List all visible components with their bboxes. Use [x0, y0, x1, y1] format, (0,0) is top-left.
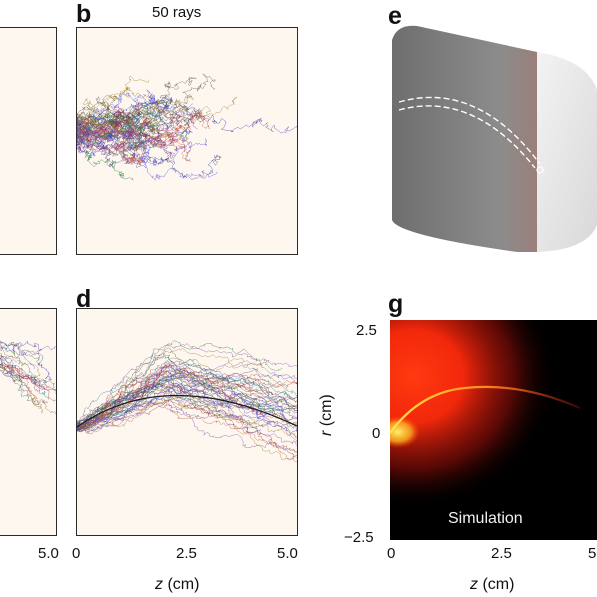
ray-trace	[77, 130, 173, 150]
ray-trace	[77, 113, 163, 149]
panel-g-y-tick-neg2.5: −2.5	[344, 529, 374, 546]
panel-d-x-unit: (cm)	[163, 576, 200, 593]
ray-trace	[77, 373, 297, 428]
ray-trace	[0, 340, 52, 381]
heatmap-image	[390, 320, 597, 540]
cylinder-end-face	[537, 52, 597, 252]
panel-b-ray-traces	[77, 73, 297, 181]
panel-g-y-tick-2.5: 2.5	[356, 322, 377, 339]
ray-trace	[77, 96, 238, 136]
ray-trace	[77, 364, 297, 430]
ray-trace	[77, 137, 147, 166]
panel-c-plot-edge	[0, 308, 57, 536]
ray-trace	[77, 384, 297, 433]
panel-g-x-var: z	[470, 576, 478, 593]
panel-g-x-axis-title: z (cm)	[470, 576, 514, 594]
beam-exit-point	[536, 166, 544, 174]
panel-e-label: e	[388, 2, 402, 30]
ray-trace	[77, 394, 297, 439]
panel-g-label: g	[388, 290, 404, 318]
panel-g-y-unit: (cm)	[318, 394, 335, 431]
ray-trace	[77, 366, 267, 428]
ray-trace	[77, 348, 263, 430]
ray-trace	[77, 397, 297, 453]
panel-a-plot-edge	[0, 27, 57, 255]
ray-trace	[77, 373, 271, 430]
panel-g-y-var: r	[318, 430, 335, 436]
ray-trace	[77, 360, 297, 430]
ray-trace	[0, 366, 44, 414]
ray-trace	[77, 388, 297, 431]
ray-trace	[0, 363, 56, 392]
ray-trace	[77, 140, 134, 181]
ray-trace	[77, 398, 297, 457]
ray-trace	[0, 357, 48, 405]
ray-trace	[77, 89, 193, 136]
ray-trace	[0, 353, 49, 400]
ray-trace	[77, 371, 297, 429]
ray-trace	[0, 363, 56, 402]
ray-trace	[77, 94, 142, 120]
ballistic-arc	[77, 394, 297, 428]
ray-trace	[77, 353, 297, 431]
panel-d-x-tick-5.0: 5.0	[277, 545, 298, 562]
ray-trace	[77, 402, 297, 442]
ray-trace	[0, 341, 56, 356]
ray-trace	[77, 76, 197, 123]
panel-g-x-tick-5: 5	[588, 545, 597, 562]
panel-g-y-axis-title: r (cm)	[318, 394, 336, 436]
panel-g-x-tick-2.5: 2.5	[491, 545, 512, 562]
ray-trace	[77, 400, 297, 453]
panel-c-x-tick-right: 5.0	[38, 545, 59, 562]
panel-g-x-tick-0: 0	[387, 545, 396, 562]
ray-trace	[0, 366, 41, 392]
ray-trace	[0, 344, 35, 370]
ray-trace	[77, 110, 168, 142]
panel-b-plot	[76, 27, 298, 255]
heatmap-annotation: Simulation	[448, 510, 523, 527]
ray-trace	[77, 388, 258, 431]
ray-trace	[0, 369, 56, 415]
panel-d-label: d	[76, 285, 92, 313]
ray-trace	[77, 369, 297, 429]
panel-g-y-tick-0: 0	[372, 425, 381, 442]
panel-d-plot	[76, 308, 298, 536]
ray-trace	[0, 363, 42, 409]
ray-trace	[77, 120, 193, 153]
ray-trace	[77, 86, 194, 123]
ray-trace	[77, 95, 174, 129]
panel-d-x-tick-0: 0	[72, 545, 81, 562]
ray-trace	[77, 124, 146, 143]
ray-trace	[77, 112, 183, 134]
panel-b-label: b	[76, 0, 92, 28]
ray-trace	[77, 394, 285, 431]
cylinder-body	[392, 25, 537, 253]
ray-trace	[0, 349, 41, 380]
panel-d-x-axis-title: z (cm)	[155, 576, 199, 594]
beam-path-lower	[398, 105, 536, 169]
panel-c-ray-traces	[0, 340, 56, 415]
panel-g-x-unit: (cm)	[478, 576, 515, 593]
ray-trace	[0, 355, 56, 395]
panel-d-x-tick-2.5: 2.5	[176, 545, 197, 562]
ray-trace	[0, 354, 55, 389]
heatmap-diffuse-glow	[390, 320, 590, 525]
panel-b-title: 50 rays	[152, 4, 202, 21]
ray-trace	[77, 115, 161, 138]
panel-e-cylinder-render	[392, 25, 597, 253]
ray-trace	[0, 342, 40, 361]
ray-trace	[77, 388, 297, 463]
panel-d-x-var: z	[155, 576, 163, 593]
ray-trace	[77, 343, 297, 428]
panel-g-heatmap: Simulation	[390, 320, 597, 540]
panel-d-ray-traces	[77, 340, 297, 463]
ray-trace	[77, 110, 172, 138]
beam-path-upper	[398, 96, 541, 165]
heatmap-ballistic-arc	[390, 385, 581, 434]
ray-trace	[77, 368, 297, 432]
